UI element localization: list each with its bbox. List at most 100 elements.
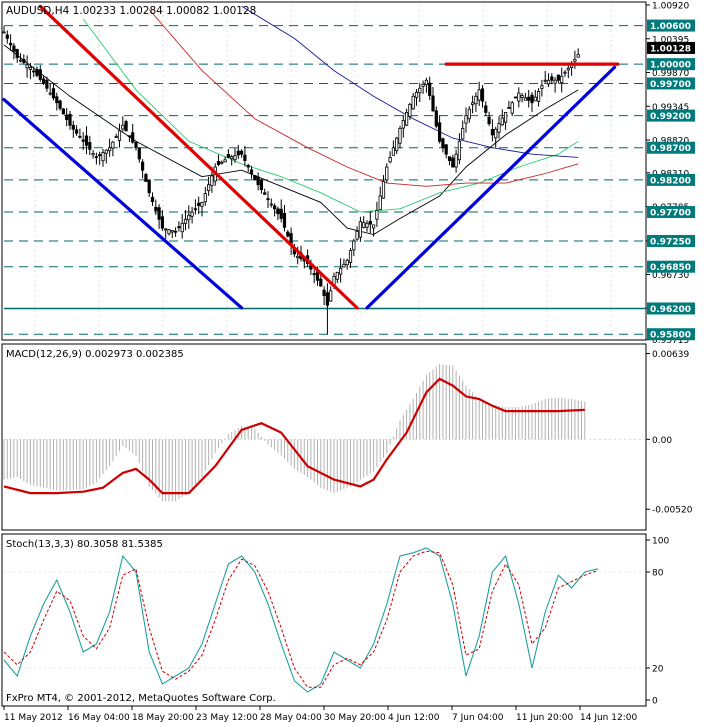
candle-body <box>8 42 13 46</box>
candle-body <box>28 66 33 70</box>
candle-body <box>75 129 79 134</box>
candle-body <box>233 155 237 161</box>
current-price-label: 1.00128 <box>650 44 691 54</box>
time-tick-label: 18 May 20:00 <box>132 713 194 723</box>
candle-body <box>140 161 145 171</box>
candle-body <box>404 111 409 126</box>
level-label-bg <box>647 109 695 122</box>
level-label-bg <box>647 234 695 247</box>
candle-body <box>424 79 429 86</box>
macd-title: MACD(12,26,9) 0.002973 0.002385 <box>6 349 184 360</box>
candle-body <box>441 138 445 149</box>
candle-body <box>220 161 224 164</box>
candle-body <box>65 114 69 121</box>
candle-body <box>206 184 211 192</box>
candle-body <box>296 255 300 259</box>
candle-body <box>378 195 382 211</box>
candle-body <box>388 156 392 163</box>
candle-body <box>362 222 366 228</box>
time-tick-label: 28 May 04:00 <box>260 713 322 723</box>
moving-average-line <box>148 9 579 187</box>
candle-body <box>358 221 363 238</box>
candle-body <box>286 231 290 237</box>
macd-signal-line <box>3 377 585 495</box>
candle-body <box>461 128 465 140</box>
candle-body <box>411 95 415 110</box>
candle-body <box>315 271 320 281</box>
level-label-bg <box>647 141 695 154</box>
candle-body <box>253 175 257 181</box>
candle-body <box>576 54 580 58</box>
candle-body <box>395 137 399 152</box>
candle-body <box>467 108 471 120</box>
candle-body <box>451 157 455 168</box>
candle-body <box>560 75 564 83</box>
candle-body <box>91 152 95 156</box>
candle-body <box>428 82 432 96</box>
stoch-tick-label: 80 <box>652 569 664 579</box>
candle-body <box>421 83 425 87</box>
stoch-panel-frame <box>1 533 647 707</box>
candle-body <box>134 141 138 149</box>
candle-body <box>144 174 148 182</box>
candle-body <box>497 123 501 133</box>
level-label-bg <box>647 77 695 90</box>
candle-body <box>391 147 396 156</box>
candle-body <box>78 135 82 138</box>
candle-body <box>108 147 112 152</box>
current-price-label-bg <box>647 41 695 54</box>
candle-body <box>437 122 442 142</box>
price-chart-title: AUDUSD,H4 1.00233 1.00284 1.00082 1.0012… <box>6 5 256 17</box>
candle-body <box>543 79 547 82</box>
level-label-bg <box>647 19 695 32</box>
level-label-bg <box>647 173 695 186</box>
candle-body <box>210 175 214 186</box>
candle-body <box>239 150 244 155</box>
candle-body <box>414 91 419 98</box>
candle-body <box>342 263 346 268</box>
stoch-main-line <box>3 547 599 693</box>
candle-body <box>101 152 105 162</box>
candle-body <box>418 87 422 94</box>
candle-body <box>553 79 557 84</box>
candle-body <box>32 70 36 73</box>
candle-body <box>345 259 349 266</box>
macd-panel-frame <box>1 343 647 531</box>
stoch-tick-label: 20 <box>652 665 664 675</box>
candle-body <box>312 273 316 276</box>
macd-indicator: 0.00639 0.00 -0.00520 <box>3 350 693 516</box>
candle-body <box>566 67 570 71</box>
candle-body <box>434 110 438 127</box>
price-tick-label: 0.99870 <box>652 69 689 79</box>
time-tick-label: 7 Jun 04:00 <box>452 713 504 723</box>
trend-line <box>38 4 359 310</box>
candle-body <box>537 91 541 102</box>
time-tick-label: 30 May 20:00 <box>324 713 386 723</box>
level-label: 0.97700 <box>650 209 691 219</box>
candle-body <box>381 181 386 199</box>
candle-body <box>282 212 287 228</box>
candle-body <box>368 220 372 225</box>
level-label: 0.95800 <box>650 331 691 341</box>
candle-body <box>513 96 518 99</box>
candle-body <box>187 214 191 221</box>
candle-body <box>325 292 330 306</box>
time-tick-label: 23 May 12:00 <box>196 713 258 723</box>
candle-body <box>401 120 405 129</box>
level-label: 0.98700 <box>650 144 691 154</box>
candle-body <box>131 132 135 143</box>
candle-body <box>55 96 59 104</box>
candle-body <box>319 278 323 287</box>
candle-body <box>272 205 277 210</box>
candle-body <box>98 154 102 157</box>
candle-body <box>15 49 19 59</box>
candle-body <box>352 240 356 251</box>
candle-body <box>494 128 498 139</box>
candle-body <box>398 128 402 144</box>
moving-averages <box>3 5 579 235</box>
candle-body <box>507 107 511 109</box>
time-axis: 11 May 2012 16 May 04:00 18 May 20:00 23 Ma… <box>3 706 637 723</box>
candle-body <box>81 139 85 142</box>
price-axis: 1.009201.003950.998700.993450.988200.983… <box>646 2 695 346</box>
stoch-signal-line <box>3 550 599 688</box>
